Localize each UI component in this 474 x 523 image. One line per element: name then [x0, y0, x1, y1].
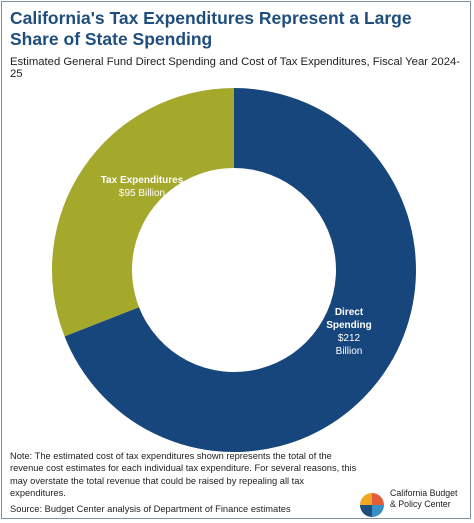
slice-label: Direct Spending $212 Billion [324, 306, 374, 358]
donut-slice [64, 88, 416, 452]
chart-title: California's Tax Expenditures Represent … [10, 8, 412, 49]
chart-subtitle: Estimated General Fund Direct Spending a… [10, 56, 461, 80]
chart [51, 88, 416, 517]
note: Note: The estimated cost of tax expendit… [10, 451, 357, 499]
slice-label: Tax Expenditures $95 Billion [92, 174, 192, 200]
source: Source: Budget Center analysis of Depart… [10, 504, 291, 514]
logo-text: & Policy Center [390, 499, 451, 509]
category-label: Tax Expenditures [100, 175, 184, 186]
donut-slice [51, 88, 234, 337]
logo-icon [360, 493, 384, 517]
category-label: Direct Spending [326, 307, 372, 331]
logo-text: California Budget [390, 488, 458, 498]
logo: California Budget & Policy Center [390, 488, 457, 510]
value-label: $95 Billion [118, 188, 166, 199]
value-label: $212 Billion [335, 333, 363, 357]
